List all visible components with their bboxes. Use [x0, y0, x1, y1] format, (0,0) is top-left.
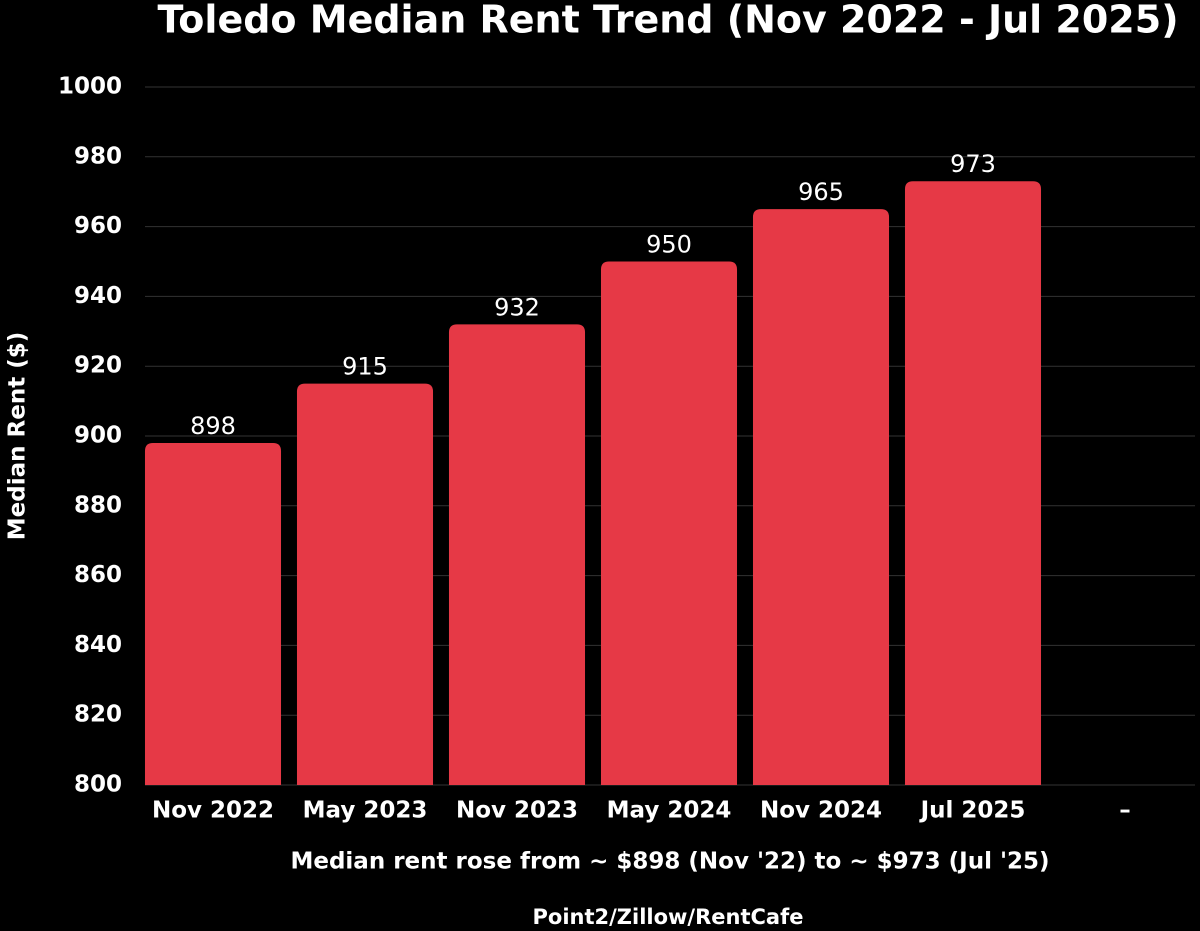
y-tick-label: 940	[74, 283, 122, 309]
y-tick-label: 980	[74, 143, 122, 169]
bar	[904, 181, 1042, 786]
y-tick-label: 840	[74, 632, 122, 658]
y-tick-label: 820	[74, 702, 122, 728]
y-tick-label: 960	[74, 213, 122, 239]
chart-title: Toledo Median Rent Trend (Nov 2022 - Jul…	[157, 0, 1178, 42]
bar	[144, 442, 282, 785]
x-tick-label: Nov 2022	[152, 798, 274, 824]
x-tick-label: –	[1119, 798, 1131, 824]
value-label: 965	[798, 178, 844, 206]
value-label: 898	[190, 412, 236, 440]
source: Point2/Zillow/RentCafe	[533, 905, 804, 929]
y-tick-label: 920	[74, 353, 122, 379]
value-label: 932	[494, 293, 540, 321]
x-tick-label: Jul 2025	[919, 798, 1026, 824]
x-tick-label: Nov 2023	[456, 798, 578, 824]
x-tick-label: May 2024	[607, 798, 732, 824]
x-tick-label: Nov 2024	[760, 798, 882, 824]
bar	[752, 209, 890, 785]
bar	[600, 261, 738, 785]
annotation: Median rent rose from ~ $898 (Nov '22) t…	[290, 849, 1049, 875]
x-tick-label: May 2023	[303, 798, 428, 824]
y-axis-label: Median Rent ($)	[5, 332, 31, 540]
y-tick-label: 800	[74, 772, 122, 798]
y-tick-label: 880	[74, 492, 122, 518]
y-tick-label: 900	[74, 423, 122, 449]
value-label: 915	[342, 353, 388, 381]
bar	[296, 383, 434, 785]
y-tick-label: 860	[74, 562, 122, 588]
value-label: 950	[646, 231, 692, 259]
bar	[448, 324, 586, 785]
y-tick-label: 1000	[58, 74, 122, 100]
value-label: 973	[950, 150, 996, 178]
